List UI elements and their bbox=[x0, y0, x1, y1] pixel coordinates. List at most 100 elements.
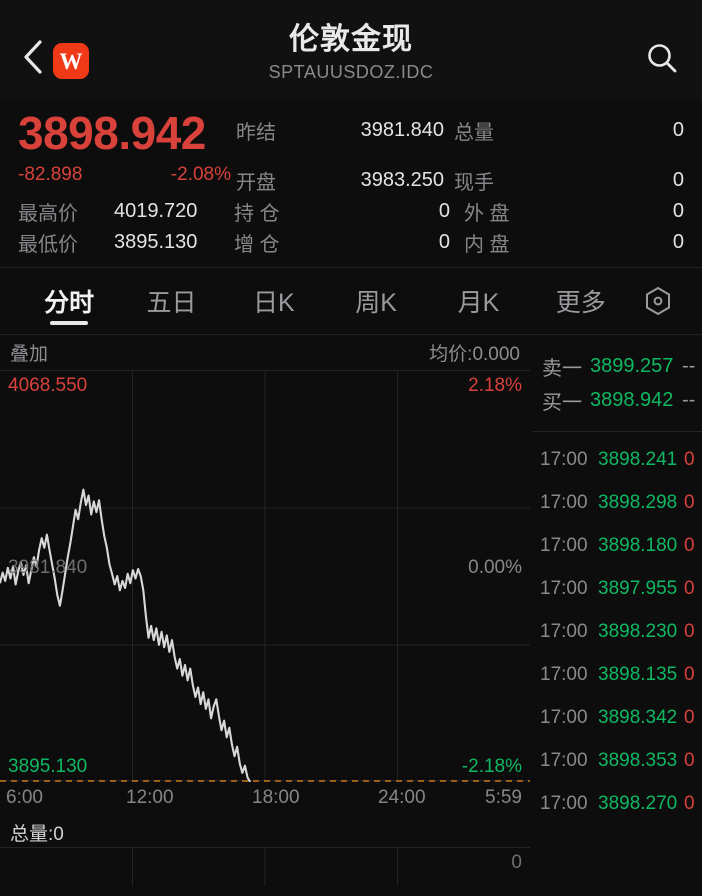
symbol-code: SPTAUUSDOZ.IDC bbox=[268, 62, 434, 82]
tab-weekly-k[interactable]: 周K bbox=[325, 268, 427, 334]
tab-five-day[interactable]: 五日 bbox=[120, 268, 222, 334]
trade-tick-row[interactable]: 17:00 3898.298 0 bbox=[532, 481, 702, 524]
tick-volume: 0 bbox=[684, 491, 695, 513]
stat-label-position-change: 增 仓 bbox=[234, 234, 280, 256]
stat-value-open: 3983.250 bbox=[360, 168, 444, 191]
tab-label: 日K bbox=[252, 289, 295, 317]
trade-tick-row[interactable]: 17:00 3898.230 0 bbox=[532, 610, 702, 653]
chevron-left-icon bbox=[24, 40, 42, 74]
tab-monthly-k[interactable]: 月K bbox=[427, 268, 529, 334]
stat-value-inner-disk: 0 bbox=[672, 231, 684, 253]
stat-label-prev-close: 昨结 bbox=[236, 121, 276, 144]
stat-value-position: 0 bbox=[438, 200, 450, 222]
tick-time: 17:00 bbox=[540, 706, 588, 728]
volume-header: 总量:0 bbox=[0, 817, 530, 847]
tick-price: 3898.180 bbox=[598, 534, 678, 556]
stats-row-high: 最高价 4019.720 持 仓 0 外 盘 0 最低价 3895.130 增 … bbox=[18, 197, 684, 257]
tick-time: 17:00 bbox=[540, 663, 588, 685]
tick-volume: 0 bbox=[684, 663, 695, 685]
title-block: 伦敦金现 SPTAUUSDOZ.IDC bbox=[0, 22, 702, 83]
x-axis-tick: 24:00 bbox=[378, 787, 426, 808]
stat-label-position: 持 仓 bbox=[234, 203, 280, 225]
ask-qty: -- bbox=[682, 354, 696, 377]
tab-daily-k[interactable]: 日K bbox=[223, 268, 325, 334]
tick-time: 17:00 bbox=[540, 534, 588, 556]
tick-price: 3898.230 bbox=[598, 620, 678, 642]
app-logo[interactable]: W bbox=[53, 43, 89, 79]
trade-tick-row[interactable]: 17:00 3898.135 0 bbox=[532, 653, 702, 696]
price-change-pct: -2.08% bbox=[170, 164, 231, 185]
order-book-row-ask[interactable]: 卖一 3899.257 -- bbox=[532, 349, 702, 383]
tick-time: 17:00 bbox=[540, 620, 588, 642]
overlay-button[interactable]: 叠加 bbox=[10, 344, 49, 365]
ask-price: 3899.257 bbox=[590, 354, 674, 377]
tick-time: 17:00 bbox=[540, 792, 588, 814]
price-chart[interactable]: 4068.550 2.18% 3981.840 0.00% 3895.130 -… bbox=[0, 370, 530, 782]
tick-price: 3898.241 bbox=[598, 448, 678, 470]
tick-price: 3898.353 bbox=[598, 749, 678, 771]
x-axis-tick: 6:00 bbox=[6, 787, 43, 808]
search-button[interactable] bbox=[638, 34, 686, 82]
stat-value-high: 4019.720 bbox=[114, 200, 198, 222]
volume-chart-svg bbox=[132, 848, 398, 886]
app-header: W 伦敦金现 SPTAUUSDOZ.IDC bbox=[0, 0, 702, 100]
x-axis-tick: 12:00 bbox=[126, 787, 174, 808]
volume-axis-max: 0 bbox=[511, 852, 522, 873]
trade-tick-row[interactable]: 17:00 3898.342 0 bbox=[532, 696, 702, 739]
bid-label: 买一 bbox=[542, 391, 582, 414]
tab-label: 分时 bbox=[44, 289, 95, 317]
tab-more[interactable]: 更多 bbox=[530, 268, 632, 334]
hexagon-settings-icon bbox=[645, 286, 670, 316]
order-book-row-bid[interactable]: 买一 3898.942 -- bbox=[532, 383, 702, 417]
tick-volume: 0 bbox=[684, 792, 695, 814]
stat-value-position-change: 0 bbox=[438, 231, 450, 253]
tab-label: 五日 bbox=[146, 289, 197, 317]
last-price: 3898.942 bbox=[18, 107, 206, 159]
tick-volume: 0 bbox=[684, 577, 695, 599]
bid-price: 3898.942 bbox=[590, 388, 674, 411]
quote-summary: 3898.942 -82.898 -2.08% 昨结 3981.840 总量 0… bbox=[0, 100, 702, 197]
price-block: 3898.942 -82.898 -2.08% bbox=[18, 106, 233, 190]
tick-volume: 0 bbox=[684, 448, 695, 470]
stat-value-low: 3895.130 bbox=[114, 231, 198, 253]
tick-price: 3898.270 bbox=[598, 792, 678, 814]
stats-grid-top: 昨结 3981.840 总量 0 开盘 3983.250 现手 0 bbox=[236, 108, 684, 202]
stat-label-low: 最低价 bbox=[18, 234, 78, 256]
tick-volume: 0 bbox=[684, 706, 695, 728]
tick-time: 17:00 bbox=[540, 749, 588, 771]
trade-tick-row[interactable]: 17:00 3898.270 0 bbox=[532, 782, 702, 825]
average-price-label: 均价:0.000 bbox=[429, 344, 520, 365]
trade-tick-row[interactable]: 17:00 3897.955 0 bbox=[532, 567, 702, 610]
tick-price: 3897.955 bbox=[598, 577, 678, 599]
stat-label-total-volume: 总量 bbox=[454, 121, 494, 144]
tick-price: 3898.298 bbox=[598, 491, 678, 513]
trade-tick-list[interactable]: 17:00 3898.241 0 17:00 3898.298 0 17:00 3898.18… bbox=[532, 432, 702, 825]
header-divider bbox=[0, 267, 702, 268]
logo-letter: W bbox=[59, 48, 83, 74]
tick-price: 3898.342 bbox=[598, 706, 678, 728]
trade-tick-row[interactable]: 17:00 3898.241 0 bbox=[532, 438, 702, 481]
back-button[interactable] bbox=[16, 36, 50, 78]
bid-qty: -- bbox=[682, 388, 696, 411]
chart-zone: 叠加 均价:0.000 4068.550 2.18% 3981.840 0.00… bbox=[0, 335, 530, 886]
tab-fenshi[interactable]: 分时 bbox=[18, 268, 120, 334]
tabs-divider bbox=[0, 334, 702, 335]
trade-tick-row[interactable]: 17:00 3898.180 0 bbox=[532, 524, 702, 567]
tick-volume: 0 bbox=[684, 620, 695, 642]
price-change-row: -82.898 -2.08% bbox=[18, 160, 233, 190]
chart-settings-button[interactable] bbox=[632, 285, 684, 317]
tick-time: 17:00 bbox=[540, 448, 588, 470]
volume-total-label: 总量:0 bbox=[10, 823, 64, 845]
tick-price: 3898.135 bbox=[598, 663, 678, 685]
trade-tick-row[interactable]: 17:00 3898.353 0 bbox=[532, 739, 702, 782]
tick-time: 17:00 bbox=[540, 491, 588, 513]
tick-time: 17:00 bbox=[540, 577, 588, 599]
stat-label-outer-disk: 外 盘 bbox=[464, 203, 510, 225]
order-book: 卖一 3899.257 -- 买一 3898.942 -- bbox=[532, 335, 702, 432]
price-chart-svg bbox=[0, 371, 530, 782]
x-axis-tick: 18:00 bbox=[252, 787, 300, 808]
stat-label-high: 最高价 bbox=[18, 203, 78, 225]
volume-chart[interactable]: 0 bbox=[0, 847, 530, 886]
tick-volume: 0 bbox=[684, 749, 695, 771]
